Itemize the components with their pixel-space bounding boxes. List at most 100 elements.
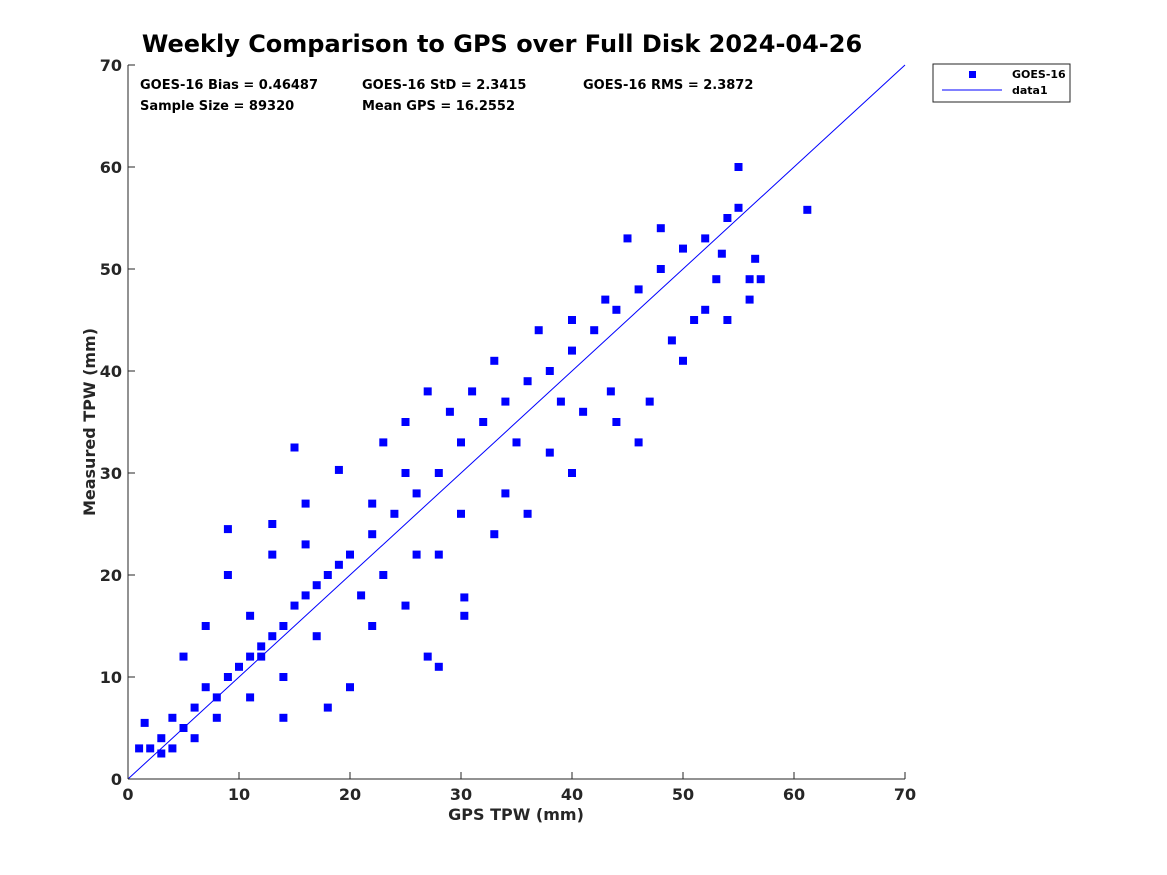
data-point <box>312 581 321 590</box>
data-point <box>434 469 443 477</box>
data-point <box>157 734 166 743</box>
data-point <box>523 377 532 386</box>
data-point <box>701 305 710 314</box>
data-point <box>803 205 812 214</box>
data-point <box>734 163 743 171</box>
data-point <box>301 591 310 600</box>
data-point <box>679 244 687 253</box>
data-point <box>235 662 243 671</box>
data-point <box>279 713 288 722</box>
x-tick-label: 10 <box>228 785 250 804</box>
data-point <box>390 509 399 518</box>
sample-size-stat: Sample Size = 89320 <box>140 99 294 114</box>
data-point <box>434 550 443 559</box>
data-point <box>146 744 155 753</box>
data-point <box>534 326 543 335</box>
data-point <box>606 387 615 396</box>
data-point <box>157 749 166 758</box>
data-point <box>179 652 188 661</box>
x-tick-label: 60 <box>783 785 805 804</box>
data-point <box>445 407 454 416</box>
data-point <box>268 550 277 559</box>
legend-entry-goes16: GOES-16 <box>1012 68 1066 81</box>
stats-annotation: GOES-16 Bias = 0.46487 GOES-16 StD = 2.3… <box>140 78 753 114</box>
x-tick-label: 50 <box>672 785 694 804</box>
y-tick-label: 30 <box>100 464 122 483</box>
data-point <box>201 622 210 630</box>
plot-area <box>127 64 906 780</box>
data-point <box>667 336 676 345</box>
data-point <box>223 525 232 534</box>
data-point <box>268 520 277 528</box>
y-tick-label: 40 <box>100 362 122 381</box>
data-point <box>279 622 288 630</box>
data-point <box>168 713 177 722</box>
data-point <box>723 316 732 324</box>
data-point <box>434 662 443 671</box>
data-point <box>168 744 177 753</box>
x-tick-label: 70 <box>894 785 916 804</box>
data-point <box>401 469 410 477</box>
legend-square-marker <box>969 71 976 78</box>
data-point <box>568 469 576 477</box>
mean-gps-stat: Mean GPS = 16.2552 <box>362 99 515 114</box>
y-tick-label: 20 <box>100 566 122 585</box>
data-point <box>690 316 699 324</box>
identity-line <box>127 64 906 780</box>
data-point <box>568 316 576 324</box>
y-tick-label: 10 <box>100 668 122 687</box>
data-point <box>734 203 743 212</box>
data-point <box>279 673 288 681</box>
data-point <box>612 418 621 426</box>
data-point <box>523 509 532 518</box>
data-point <box>368 499 377 508</box>
data-point <box>334 465 343 474</box>
data-point <box>568 346 576 355</box>
data-point <box>190 703 199 712</box>
data-point <box>212 713 221 722</box>
data-point <box>246 652 255 661</box>
y-axis-ticks: 0 10 20 30 40 50 60 70 <box>100 56 135 789</box>
data-point <box>346 683 354 692</box>
data-point <box>401 418 410 426</box>
data-point <box>623 234 632 243</box>
y-tick-label: 70 <box>100 56 122 75</box>
data-point <box>579 407 588 416</box>
data-point <box>701 234 710 243</box>
data-point <box>357 591 366 600</box>
data-point <box>679 356 687 365</box>
data-point <box>501 397 510 406</box>
data-point <box>612 305 621 314</box>
data-point <box>656 265 665 273</box>
data-point <box>257 642 266 651</box>
data-point <box>401 601 410 610</box>
y-axis-label: Measured TPW (mm) <box>80 328 99 516</box>
x-tick-label: 30 <box>450 785 472 804</box>
data-point <box>301 540 310 549</box>
legend-entry-data1: data1 <box>1012 84 1048 97</box>
data-point <box>412 550 421 559</box>
data-point <box>745 275 754 284</box>
data-point <box>301 499 310 508</box>
data-point <box>346 550 354 559</box>
data-point <box>140 718 149 727</box>
x-tick-label: 40 <box>561 785 583 804</box>
data-point <box>479 418 488 426</box>
data-point <box>723 214 732 222</box>
data-point <box>368 530 377 539</box>
data-point <box>223 571 232 579</box>
std-stat: GOES-16 StD = 2.3415 <box>362 78 526 93</box>
x-tick-label: 20 <box>339 785 361 804</box>
rms-stat: GOES-16 RMS = 2.3872 <box>583 78 753 93</box>
data-point <box>460 593 469 602</box>
data-point <box>460 611 469 620</box>
data-point <box>756 275 765 284</box>
data-point <box>379 571 388 579</box>
data-point <box>268 632 277 641</box>
data-point <box>490 530 499 539</box>
data-point <box>368 622 377 630</box>
x-tick-label: 0 <box>122 785 133 804</box>
data-point <box>745 295 754 304</box>
x-axis-ticks: 0 10 20 30 40 50 60 70 <box>122 772 916 804</box>
